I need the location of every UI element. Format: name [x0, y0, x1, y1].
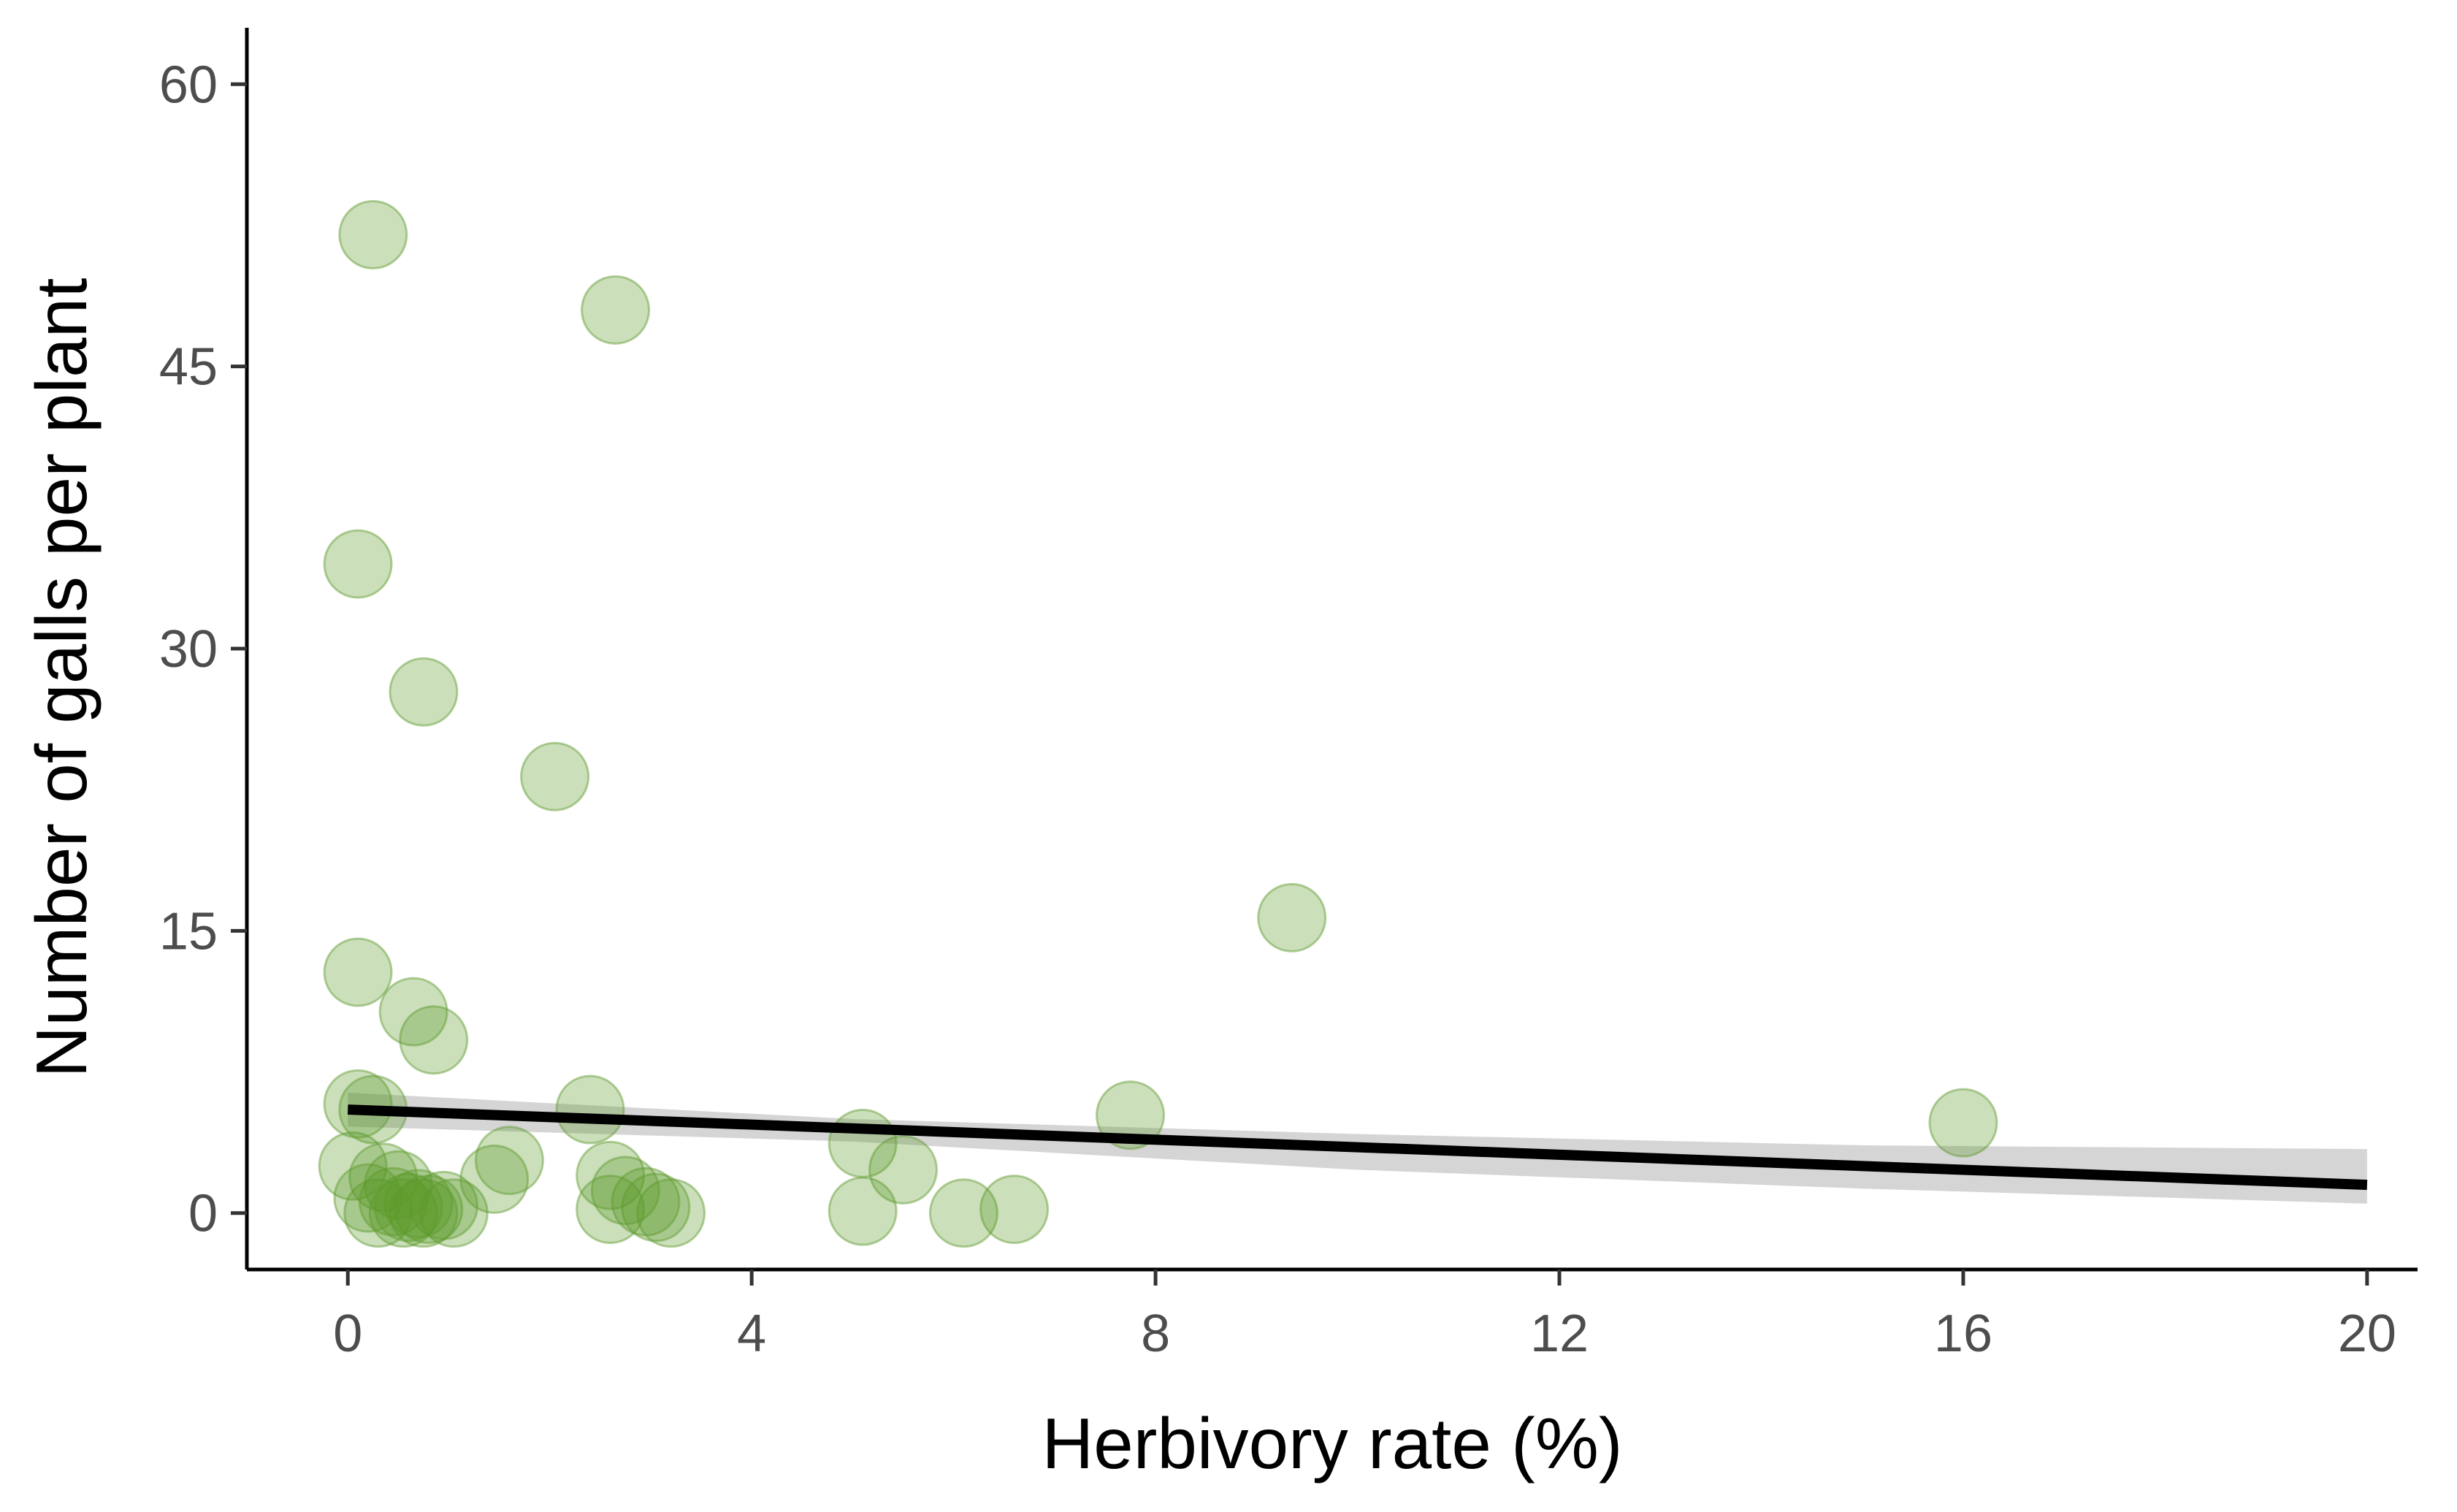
data-point — [576, 1175, 646, 1245]
data-point — [338, 199, 408, 270]
data-point — [373, 1172, 443, 1242]
data-point — [358, 1167, 428, 1237]
x-tick-label: 16 — [1934, 1305, 1992, 1363]
data-point — [979, 1175, 1050, 1245]
data-point — [1928, 1088, 1998, 1158]
data-point — [389, 1178, 459, 1248]
regression-line — [347, 1104, 2368, 1191]
ticks-layer: 0 4 8 12 16 20 0 15 30 45 60 — [159, 56, 2396, 1363]
data-point — [590, 1156, 660, 1226]
x-tick-label: 0 — [333, 1305, 362, 1363]
data-point — [555, 1074, 625, 1145]
x-tick-label: 4 — [737, 1305, 766, 1363]
data-point — [318, 1131, 388, 1201]
data-point — [868, 1134, 939, 1204]
data-point — [520, 741, 590, 812]
data-point — [348, 1142, 419, 1213]
points-layer — [318, 199, 1998, 1248]
data-point — [474, 1126, 544, 1196]
data-point — [419, 1178, 489, 1248]
y-tick-label: 30 — [159, 620, 218, 679]
x-tick-label: 8 — [1141, 1305, 1170, 1363]
y-tick-label: 15 — [159, 902, 218, 961]
data-point — [459, 1144, 530, 1214]
data-point — [383, 1169, 454, 1239]
fit-line-layer — [347, 1104, 2368, 1191]
y-axis-title: Number of galls per plant — [21, 278, 102, 1078]
data-point — [636, 1178, 706, 1248]
data-point — [621, 1172, 691, 1242]
data-point — [394, 1175, 464, 1245]
data-point — [389, 657, 459, 727]
data-point — [1096, 1080, 1166, 1150]
y-tick-label: 45 — [159, 338, 218, 397]
data-point — [581, 275, 651, 345]
data-point — [576, 1140, 646, 1210]
data-point — [399, 1005, 469, 1075]
data-point — [1257, 882, 1327, 952]
data-point — [333, 1163, 403, 1233]
data-point — [323, 1069, 393, 1139]
data-point — [409, 1170, 479, 1240]
y-tick-label: 60 — [159, 56, 218, 114]
data-point — [928, 1178, 998, 1248]
data-point — [368, 1178, 438, 1248]
data-point — [343, 1178, 413, 1248]
x-axis-title: Herbivory rate (%) — [1042, 1403, 1622, 1484]
data-point — [323, 937, 393, 1007]
x-tick-label: 20 — [2338, 1305, 2396, 1363]
data-point — [828, 1176, 898, 1246]
data-point — [611, 1167, 681, 1237]
y-tick-label: 0 — [188, 1185, 218, 1243]
data-point — [323, 529, 393, 599]
x-tick-label: 12 — [1530, 1305, 1589, 1363]
data-point — [363, 1150, 433, 1220]
data-point — [378, 977, 448, 1047]
